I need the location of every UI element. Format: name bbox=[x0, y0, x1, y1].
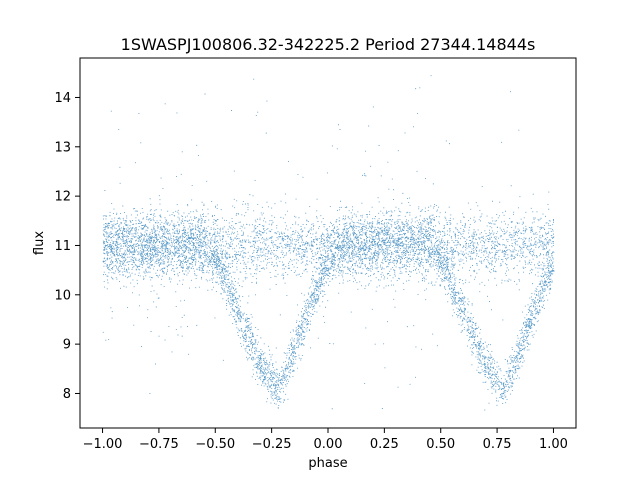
y-axis-ticks: 8 9 10 11 12 13 14 bbox=[54, 91, 80, 402]
x-tick-label: 0.75 bbox=[483, 437, 512, 452]
y-tick-label: 11 bbox=[54, 239, 71, 254]
x-tick-label: −0.75 bbox=[139, 437, 179, 452]
y-axis-label: flux bbox=[32, 231, 47, 255]
points-layer bbox=[102, 75, 555, 411]
x-tick-label: 1.00 bbox=[539, 437, 568, 452]
y-tick-label: 13 bbox=[54, 140, 71, 155]
x-tick-label: 0.25 bbox=[370, 437, 399, 452]
x-axis-label: phase bbox=[308, 456, 347, 471]
x-axis-ticks: −1.00 −0.75 −0.50 −0.25 0.00 0.25 0.50 0.75 1.00 bbox=[83, 428, 568, 452]
y-tick-label: 12 bbox=[54, 190, 71, 205]
plot-frame bbox=[79, 57, 577, 429]
chart-title: 1SWASPJ100806.32-342225.2 Period 27344.1… bbox=[121, 35, 536, 54]
x-tick-label: 0.00 bbox=[314, 437, 343, 452]
y-tick-label: 9 bbox=[63, 338, 71, 353]
x-tick-label: −0.50 bbox=[195, 437, 235, 452]
y-tick-label: 14 bbox=[54, 91, 71, 106]
x-tick-label: 0.50 bbox=[426, 437, 455, 452]
x-tick-label: −1.00 bbox=[83, 437, 123, 452]
x-tick-label: −0.25 bbox=[252, 437, 292, 452]
data-points bbox=[102, 75, 555, 411]
y-tick-label: 10 bbox=[54, 288, 71, 303]
y-tick-label: 8 bbox=[63, 387, 71, 402]
